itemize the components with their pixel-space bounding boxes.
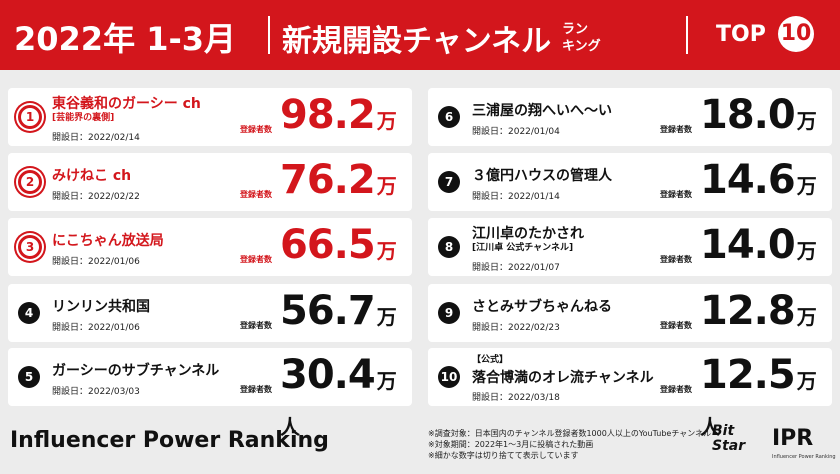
note: ※調査対象：日本国内のチャンネル登録者数1000人以上のYouTubeチャンネル [428,429,712,438]
channel-name: [江川卓 公式チャンネル] [472,243,574,253]
header: 2022年 1-3月 新規開設チャンネル ラン キング TOP 10 [0,0,840,70]
note: ※細かな数字は切り捨てて表示しています [428,451,579,460]
rank-badge: 2 [18,170,42,194]
ranking-card: 8 江川卓のたかされ [江川卓 公式チャンネル] 開設日：2022/01/07 登録者数… [428,218,832,309]
count-label: 登録者数 [240,385,272,394]
logo-text: Bit [712,423,735,439]
count-value: 14.0 [700,222,796,268]
divider [268,16,270,54]
top-number: 10 [778,16,814,52]
open-date: 開設日：2022/03/03 [52,387,140,397]
channel-name: リンリン共和国 [52,299,150,315]
channel-name: 東谷義和のガーシー ch [52,96,201,112]
count-value: 18.0 [700,92,796,138]
title-suffix: キング [562,39,601,54]
open-date: 開設日：2022/01/06 [52,257,140,267]
count-label: 登録者数 [240,125,272,134]
count-value: 12.5 [700,352,796,398]
count-value: 66.5 [280,222,376,268]
count-value: 76.2 [280,157,376,203]
open-date: 開設日：2022/01/06 [52,323,140,333]
channel-name: 落合博満のオレ流チャンネル [472,370,654,386]
channel-name: 江川卓のたかされ [472,226,584,242]
count-label: 登録者数 [660,255,692,264]
open-date: 開設日：2022/02/22 [52,192,140,202]
logo-ipr: IPR [772,426,814,451]
count-value: 98.2 [280,92,376,138]
count-label: 登録者数 [240,190,272,199]
rank-badge: 6 [438,106,460,128]
title-suffix: ラン [562,22,589,37]
rank-badge: 7 [438,171,460,193]
channel-name: にこちゃん放送局 [52,233,164,249]
count-value: 30.4 [280,352,376,398]
count-label: 登録者数 [240,321,272,330]
rank-badge: 1 [18,105,42,129]
count-label: 登録者数 [660,125,692,134]
ranking-card: 10 【公式】落合博満のオレ流チャンネル開設日：2022/03/18 登録者数 12.… [428,348,832,439]
subscriber-count: 12.5 万人 [700,352,832,444]
channel-name: [芸能界の裏側] [52,113,115,123]
subscriber-count: 30.4 万人 [280,352,412,444]
rank-badge: 3 [18,235,42,259]
ranking-card: 1 東谷義和のガーシー ch [芸能界の裏側] 開設日：2022/02/14 登録者数 9… [8,88,412,179]
count-label: 登録者数 [660,385,692,394]
count-label: 登録者数 [240,255,272,264]
title-period: 2022年 1-3月 [14,20,237,58]
count-label: 登録者数 [660,190,692,199]
top-label: TOP [716,22,766,47]
title-main: 新規開設チャンネル [282,24,552,59]
count-value: 56.7 [280,288,376,334]
rank-badge: 4 [18,302,40,324]
open-date: 開設日：2022/02/14 [52,133,140,143]
count-unit: 万人 [280,369,397,439]
count-value: 14.6 [700,157,796,203]
channel-name: さとみサブちゃんねる [472,299,612,315]
open-date: 開設日：2022/03/18 [472,393,560,403]
rank-badge: 10 [438,366,460,388]
open-date: 開設日：2022/01/07 [472,263,560,273]
count-unit: 万人 [700,369,817,439]
note: ※対象期間：2022年1〜3月に投稿された動画 [428,440,594,449]
brand: Influencer Power Ranking [10,428,329,453]
open-date: 開設日：2022/01/14 [472,192,560,202]
channel-name: 【公式】 [472,355,509,365]
open-date: 開設日：2022/01/04 [472,127,560,137]
channel-name: みけねこ ch [52,168,132,184]
count-label: 登録者数 [660,321,692,330]
ranking-card: 5 ガーシーのサブチャンネル開設日：2022/03/03 登録者数 30.4 万人 [8,348,412,439]
channel-name: 三浦屋の翔へいへ〜い [472,103,612,119]
logo-bitstar: Bit Star [712,424,745,454]
logo-text: Star [712,438,746,454]
rank-badge: 5 [18,366,40,388]
rank-badge: 9 [438,302,460,324]
rank-badge: 8 [438,236,460,258]
count-value: 12.8 [700,288,796,334]
open-date: 開設日：2022/02/23 [472,323,560,333]
logo-ipr-sub: Influencer Power Ranking [772,454,836,460]
notes: ※調査対象：日本国内のチャンネル登録者数1000人以上のYouTubeチャンネル… [428,428,711,461]
channel-name: ガーシーのサブチャンネル [52,363,220,379]
divider [686,16,688,54]
channel-name: ３億円ハウスの管理人 [472,168,612,184]
